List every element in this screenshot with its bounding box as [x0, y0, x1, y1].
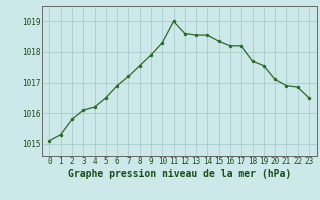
X-axis label: Graphe pression niveau de la mer (hPa): Graphe pression niveau de la mer (hPa)	[68, 169, 291, 179]
